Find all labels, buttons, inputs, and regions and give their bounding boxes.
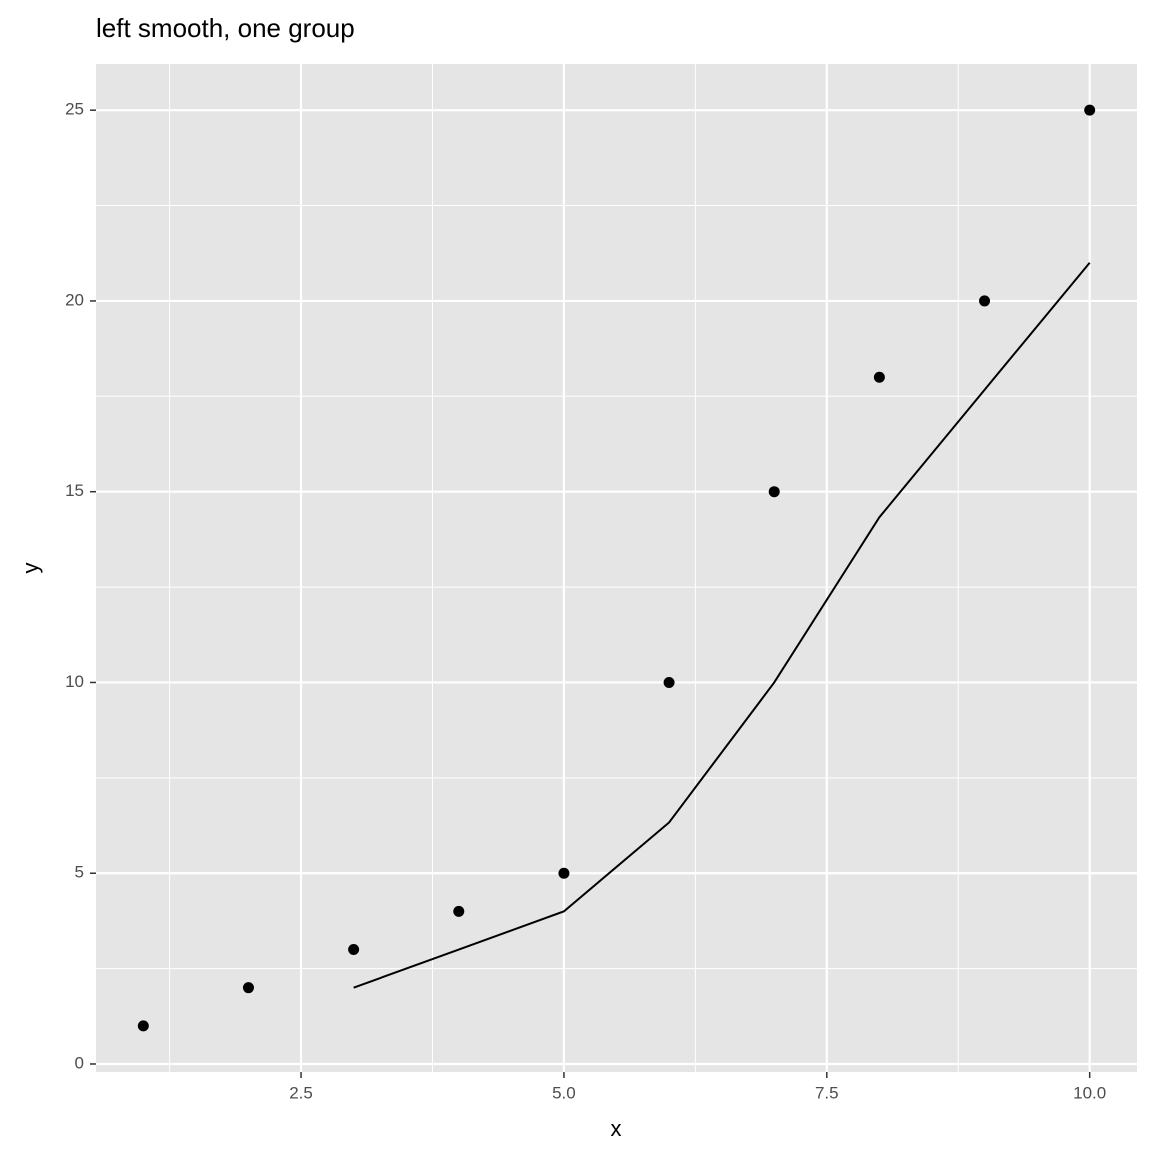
plot-background: [96, 64, 1137, 1072]
y-axis-label: y: [18, 563, 43, 574]
x-tick-label: 7.5: [815, 1083, 839, 1102]
point: [663, 676, 675, 688]
point: [768, 486, 780, 498]
smooth-line: [353, 262, 1091, 989]
point: [873, 371, 885, 383]
x-tick-label: 2.5: [289, 1083, 313, 1102]
point: [558, 867, 570, 879]
point: [348, 944, 360, 956]
y-tick-label: 5: [75, 863, 84, 882]
y-tick-label: 15: [65, 481, 84, 500]
point: [242, 982, 254, 994]
point: [137, 1020, 149, 1032]
y-tick-label: 25: [65, 100, 84, 119]
y-tick-label: 0: [75, 1053, 84, 1072]
y-tick-label: 10: [65, 672, 84, 691]
x-tick-label: 10.0: [1073, 1083, 1106, 1102]
x-axis-label: x: [611, 1116, 622, 1141]
point: [979, 295, 991, 307]
y-tick-label: 20: [65, 290, 84, 309]
x-tick-label: 5.0: [552, 1083, 576, 1102]
chart-title: left smooth, one group: [96, 13, 355, 43]
point: [453, 905, 465, 917]
point: [1084, 104, 1096, 116]
